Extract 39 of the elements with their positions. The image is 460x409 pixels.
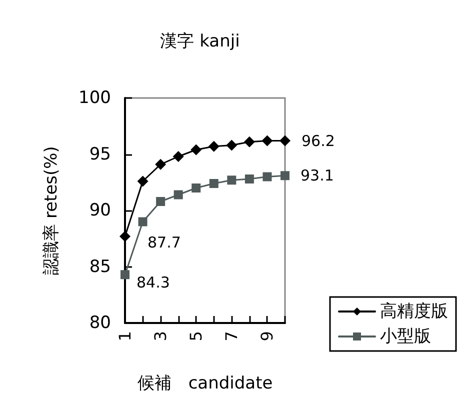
point bbox=[208, 140, 220, 152]
point bbox=[280, 171, 290, 180]
data-label: 93.1 bbox=[300, 166, 334, 185]
point bbox=[174, 190, 183, 200]
y-axis-title: 認識率 retes(%) bbox=[42, 146, 62, 275]
x-tick-label: 3 bbox=[151, 331, 170, 342]
point bbox=[120, 230, 130, 242]
point bbox=[192, 184, 201, 192]
point bbox=[137, 176, 148, 187]
point bbox=[209, 179, 218, 188]
y-tick-label: 80 bbox=[89, 313, 111, 333]
chart-title: 漢字 kanji bbox=[160, 32, 240, 52]
point bbox=[244, 136, 255, 148]
point bbox=[262, 135, 273, 146]
x-axis-title: 候補 candidate bbox=[137, 374, 273, 394]
point bbox=[138, 217, 148, 226]
legend-label: 小型版 bbox=[380, 326, 431, 346]
point bbox=[156, 197, 166, 206]
data-label: 87.7 bbox=[148, 233, 181, 252]
point bbox=[226, 140, 238, 151]
data-label: 96.2 bbox=[302, 132, 335, 150]
point bbox=[155, 158, 166, 170]
x-tick-label: 9 bbox=[258, 331, 277, 342]
x-tick-label: 7 bbox=[222, 331, 242, 342]
point bbox=[227, 176, 236, 185]
legend-label: 高精度版 bbox=[380, 302, 448, 322]
point bbox=[190, 144, 202, 156]
point bbox=[280, 135, 290, 146]
y-tick-label: 90 bbox=[89, 200, 111, 220]
point bbox=[172, 151, 184, 162]
data-label: 84.3 bbox=[136, 274, 170, 292]
y-tick-label: 95 bbox=[89, 144, 111, 164]
y-tick-label: 85 bbox=[89, 256, 111, 277]
point bbox=[262, 172, 272, 182]
x-tick-label: 1 bbox=[116, 331, 134, 342]
point bbox=[120, 270, 130, 280]
point bbox=[244, 174, 254, 184]
y-tick-label: 100 bbox=[78, 88, 111, 108]
x-tick-label: 5 bbox=[186, 331, 206, 342]
